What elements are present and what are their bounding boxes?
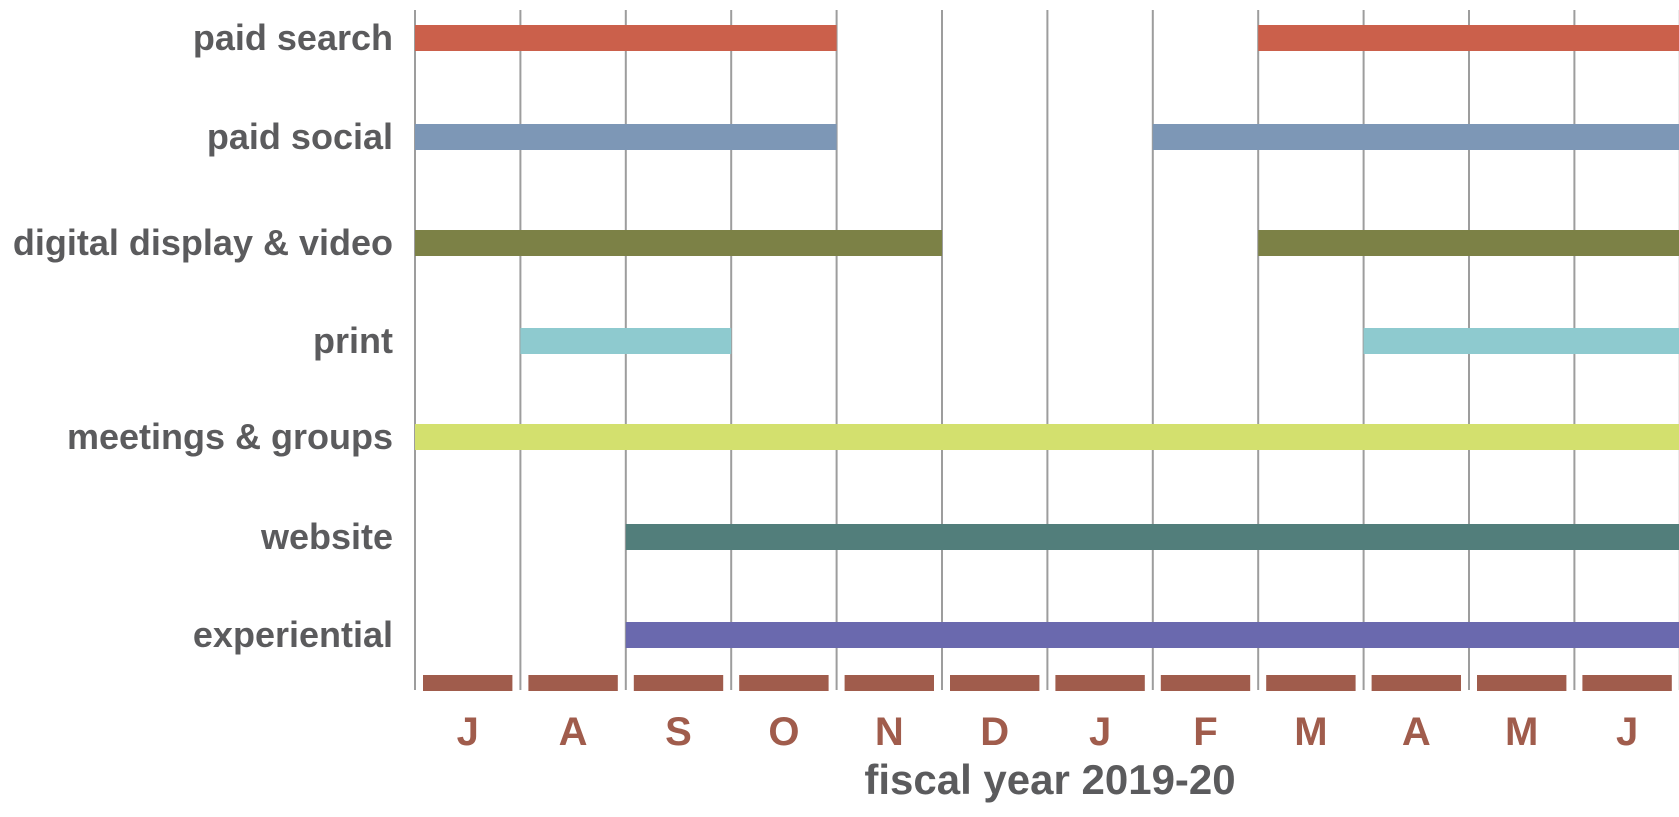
- gantt-bar: [1258, 230, 1679, 256]
- row-label: paid social: [207, 116, 393, 157]
- month-marker: [950, 675, 1040, 691]
- month-label: J: [457, 710, 479, 754]
- month-marker: [633, 675, 724, 691]
- month-label: S: [665, 710, 692, 754]
- month-marker: [1160, 675, 1251, 691]
- gantt-bar: [1258, 25, 1679, 51]
- row-label: website: [260, 516, 393, 557]
- gantt-bar: [415, 25, 837, 51]
- month-marker: [1055, 675, 1145, 691]
- gantt-bar: [520, 328, 732, 354]
- month-marker: [1371, 675, 1461, 691]
- month-label: N: [875, 710, 904, 754]
- month-marker: [1477, 675, 1567, 691]
- channel-labels: paid search paid social digital display & …: [13, 17, 393, 655]
- month-marker: [844, 675, 934, 691]
- month-label: A: [1402, 710, 1431, 754]
- gantt-bar: [625, 622, 1679, 648]
- month-label: F: [1193, 710, 1217, 754]
- row-label: experiential: [193, 614, 393, 655]
- month-label: J: [1089, 710, 1111, 754]
- gantt-bar: [625, 524, 1679, 550]
- gantt-bar: [415, 230, 942, 256]
- month-markers: [423, 675, 1672, 691]
- gantt-bar: [415, 424, 1679, 450]
- row-label: meetings & groups: [67, 416, 393, 457]
- month-label: O: [768, 710, 799, 754]
- month-label: J: [1616, 710, 1638, 754]
- gantt-bar: [1152, 124, 1679, 150]
- month-label: A: [559, 710, 588, 754]
- month-marker: [1582, 675, 1672, 691]
- month-marker: [1266, 675, 1356, 691]
- x-axis-title: fiscal year 2019-20: [864, 756, 1235, 803]
- row-label: digital display & video: [13, 222, 393, 263]
- month-marker: [528, 675, 618, 691]
- month-label: M: [1505, 710, 1538, 754]
- gantt-bar: [415, 124, 837, 150]
- gantt-bar: [1363, 328, 1679, 354]
- row-label: paid search: [193, 17, 393, 58]
- month-label: M: [1294, 710, 1327, 754]
- campaign-bars: [415, 25, 1679, 648]
- row-label: print: [313, 320, 393, 361]
- month-marker: [423, 675, 513, 691]
- month-gridlines: [414, 10, 1679, 690]
- month-marker: [739, 675, 829, 691]
- month-label: D: [980, 710, 1009, 754]
